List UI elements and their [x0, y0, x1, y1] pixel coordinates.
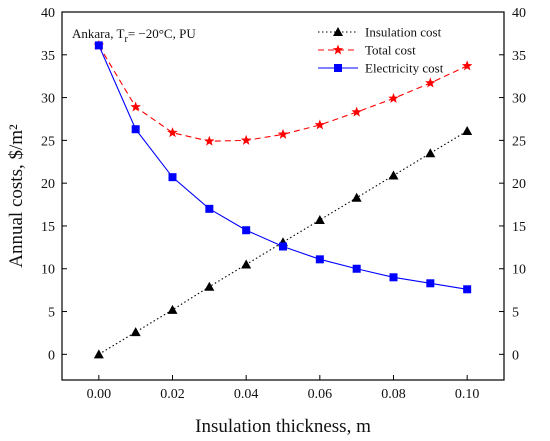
- series-line: [98, 45, 468, 142]
- x-tick-label: 0.00: [87, 387, 112, 402]
- y-tick-label-right: 40: [512, 6, 526, 21]
- data-point: [205, 204, 214, 213]
- y-tick-label-right: 10: [512, 263, 526, 278]
- data-point: [314, 214, 325, 224]
- plot-frame: [61, 11, 505, 381]
- data-point: [279, 242, 287, 251]
- y-tick-label-right: 20: [512, 177, 526, 192]
- data-point: [351, 192, 362, 202]
- y-tick-label-right: 30: [512, 92, 526, 107]
- y-tick-label-left: 0: [48, 348, 55, 363]
- data-point: [315, 255, 324, 264]
- data-point: [240, 134, 252, 145]
- data-point: [351, 106, 362, 117]
- y-tick-label-left: 5: [48, 306, 55, 321]
- y-axis-title: Annual costs, $/m²: [6, 124, 27, 268]
- legend-marker: [332, 44, 344, 55]
- chart-annotation: Ankara, Tr= −20°C, PU: [72, 26, 196, 45]
- data-point: [204, 135, 215, 146]
- data-point: [130, 327, 141, 337]
- data-point: [94, 41, 103, 50]
- y-tick-label-right: 5: [512, 306, 519, 321]
- legend-label: Total cost: [365, 43, 416, 58]
- axis-ticks: 0 0 5 5 10 10 15 15 20 20 25 25 30 30 35 35 40 40 0.00 0.02…: [41, 6, 526, 402]
- data-point: [463, 285, 472, 294]
- x-tick-label: 0.08: [381, 387, 406, 402]
- y-tick-label-left: 10: [41, 263, 55, 278]
- data-point: [388, 170, 399, 180]
- x-tick-label: 0.06: [308, 387, 333, 402]
- y-tick-label-left: 15: [41, 220, 55, 235]
- data-point: [426, 279, 435, 288]
- y-tick-label-right: 15: [512, 220, 526, 235]
- y-tick-label-left: 25: [41, 134, 55, 149]
- legend-label: Electricity cost: [365, 61, 444, 76]
- x-tick-label: 0.04: [234, 387, 259, 402]
- data-point: [167, 304, 178, 314]
- y-tick-label-right: 0: [512, 348, 519, 363]
- data-point: [131, 125, 140, 134]
- series-insulation-cost: [93, 125, 473, 359]
- data-point: [204, 281, 215, 291]
- x-axis-title: Insulation thickness, m: [195, 416, 371, 437]
- y-tick-label-left: 40: [41, 6, 55, 21]
- data-point: [388, 92, 399, 103]
- legend-label: Insulation cost: [365, 25, 442, 40]
- y-tick-label-left: 20: [41, 177, 55, 192]
- data-point: [425, 77, 436, 88]
- data-point: [352, 264, 361, 273]
- data-point: [425, 148, 436, 158]
- legend-marker: [333, 27, 343, 36]
- legend: Insulation cost Total cost Electricity cos…: [318, 25, 444, 76]
- data-point: [130, 101, 141, 112]
- data-point: [242, 226, 251, 235]
- series-electricity-cost: [94, 41, 472, 294]
- series-layer: [93, 39, 473, 359]
- y-tick-label-right: 25: [512, 134, 526, 149]
- data-point: [462, 125, 473, 135]
- data-point: [389, 273, 398, 282]
- x-tick-label: 0.02: [160, 387, 185, 402]
- data-point: [241, 259, 252, 269]
- y-tick-label-right: 35: [512, 49, 526, 64]
- data-point: [93, 349, 104, 359]
- legend-marker: [334, 64, 342, 72]
- y-tick-label-left: 30: [41, 92, 55, 107]
- data-point: [277, 128, 289, 139]
- data-point: [168, 173, 177, 182]
- series-line: [98, 45, 468, 290]
- x-tick-label: 0.10: [455, 387, 480, 402]
- data-point: [314, 119, 326, 130]
- data-point: [167, 127, 178, 138]
- data-point: [461, 60, 473, 71]
- y-tick-label-left: 35: [41, 49, 55, 64]
